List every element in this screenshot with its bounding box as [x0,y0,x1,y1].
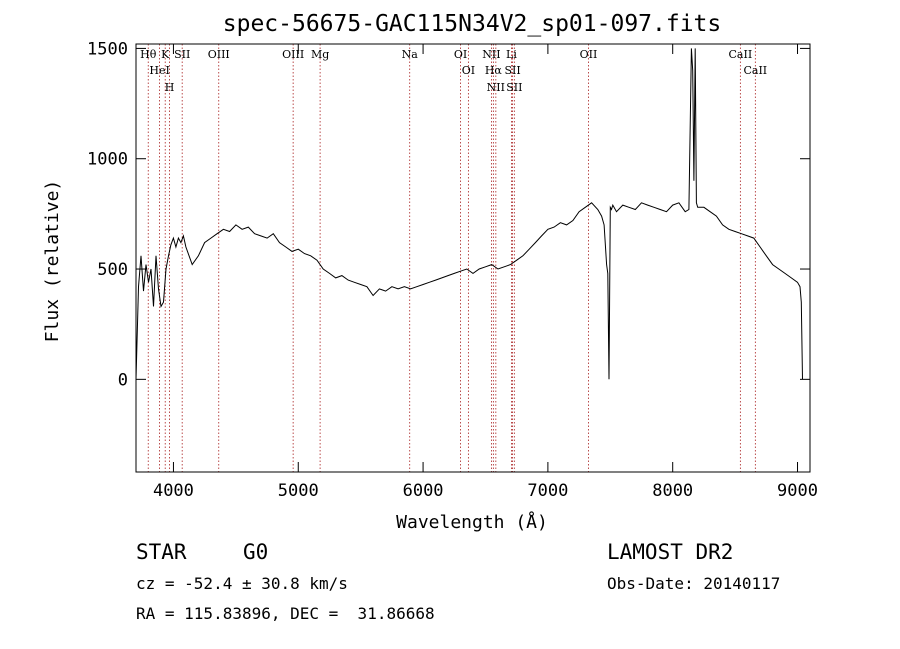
line-label: OIII [282,48,304,61]
line-label: SII [174,48,190,61]
y-tick-label: 1500 [87,39,128,59]
redshift-velocity: cz = -52.4 ± 30.8 km/s [136,574,348,593]
line-label: CaII [729,48,753,61]
y-tick-label: 500 [97,260,128,280]
line-label: NII [487,81,505,94]
line-label: H [165,81,175,94]
y-axis-ticks: 0 500 1000 1500 [87,39,810,390]
line-label: SII [506,81,522,94]
x-tick-label: 4000 [153,481,194,501]
x-tick-label: 8000 [652,481,693,501]
y-tick-label: 0 [118,370,128,390]
line-label: Hθ [140,48,157,61]
line-label: Na [402,48,419,61]
x-tick-label: 7000 [527,481,568,501]
coordinates: RA = 115.83896, DEC = 31.86668 [136,604,435,623]
line-label: Li [506,48,517,61]
x-tick-label: 6000 [403,481,444,501]
line-label: OII [580,48,598,61]
line-label: CaII [743,64,767,77]
line-label: Hα [485,64,503,77]
emission-line-markers [147,44,756,472]
line-label: Mg [311,48,329,61]
plot-frame [135,43,811,473]
spectrum-line [135,48,803,380]
y-axis-label: Flux (relative) [42,180,63,343]
x-axis-ticks: 4000 5000 6000 7000 8000 9000 [153,44,818,501]
x-tick-label: 9000 [777,481,818,501]
chart-title: spec-56675-GAC115N34V2_sp01-097.fits [223,11,722,37]
object-class: STAR [136,540,187,564]
line-label: OI [454,48,467,61]
observation-date: Obs-Date: 20140117 [607,574,781,593]
survey-label: LAMOST DR2 [607,540,734,564]
object-subclass: G0 [243,540,269,564]
y-tick-label: 1000 [87,150,128,170]
line-label: OI [462,64,475,77]
x-tick-label: 5000 [278,481,319,501]
emission-line-labels: Hθ HeI K H SII OIII OIII Mg Na OI OI NII Hα NII Li SII S… [140,48,767,94]
line-label: SII [504,64,520,77]
line-label: K [161,48,170,61]
line-label: HeI [149,64,169,77]
line-label: NII [482,48,500,61]
line-label: OIII [208,48,230,61]
x-axis-label: Wavelength (Å) [396,511,548,533]
